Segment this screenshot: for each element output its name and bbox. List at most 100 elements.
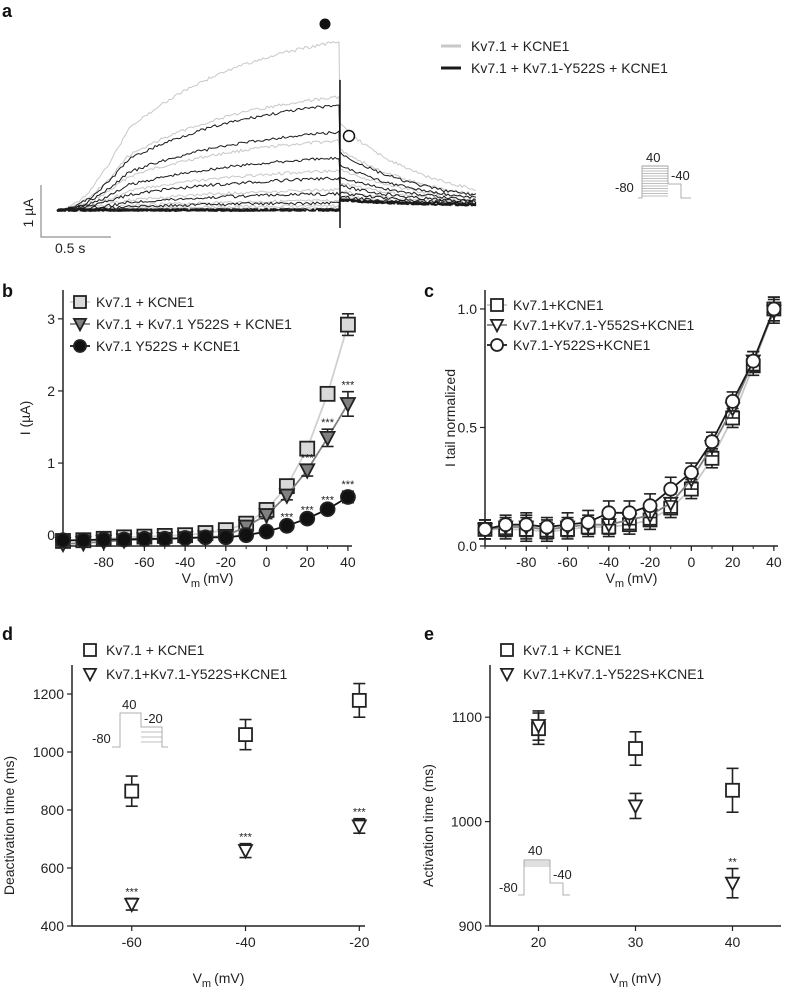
significance-label: *** xyxy=(353,807,367,819)
x-tick-label: 40 xyxy=(725,934,741,950)
significance-label: ** xyxy=(728,857,737,869)
y-tick-label: 600 xyxy=(41,860,65,876)
data-point xyxy=(319,385,336,402)
x-tick-label: 20 xyxy=(299,554,315,570)
x-tick-label: 40 xyxy=(766,554,782,570)
data-point xyxy=(298,463,316,480)
panel-c: c -80 -60 -40 -20 0 20 40 0.0 0.5 1.0 I tail normal… xyxy=(424,281,782,590)
data-point xyxy=(683,465,699,480)
data-point xyxy=(136,530,153,547)
significance-label: *** xyxy=(125,886,139,898)
x-tick-label: -20 xyxy=(349,934,369,950)
data-point xyxy=(351,692,367,708)
significance-label: *** xyxy=(280,512,294,524)
legend-label: Kv7.1+KCNE1 xyxy=(513,297,604,313)
legend-marker xyxy=(500,643,514,657)
x-label-symbol: V xyxy=(193,970,203,986)
significance-label: *** xyxy=(342,479,356,491)
data-point xyxy=(745,353,761,369)
y-tick-label: 1000 xyxy=(451,814,482,830)
protocol-label-top: 40 xyxy=(646,150,660,165)
x-tick-label: -20 xyxy=(216,554,236,570)
y-tick-label: 1200 xyxy=(33,686,64,702)
protocol-label-hold: -80 xyxy=(615,180,634,195)
trace-wt xyxy=(56,41,477,212)
x-label-unit: (mV) xyxy=(214,970,244,986)
y-tick-label: 800 xyxy=(41,802,65,818)
protocol-label-hold: -80 xyxy=(92,731,111,746)
data-point xyxy=(177,530,194,546)
data-point xyxy=(319,501,336,518)
data-point xyxy=(351,819,368,835)
protocol-label-tail: -20 xyxy=(144,711,163,726)
data-point xyxy=(724,876,741,892)
legend-label: Kv7.1 Y522S + KCNE1 xyxy=(96,338,240,354)
x-tick-label: -60 xyxy=(557,554,577,570)
panel-label-d: d xyxy=(2,624,13,644)
y-tick-label: 2 xyxy=(47,383,55,399)
x-label-subscript: m xyxy=(191,578,200,590)
significance-label: *** xyxy=(301,504,315,516)
y-tick-label: 0.0 xyxy=(458,538,478,554)
y-tick-label: 1 xyxy=(47,455,55,471)
data-point xyxy=(156,530,173,547)
x-label-symbol: V xyxy=(610,970,620,986)
legend-marker xyxy=(499,668,515,683)
data-point xyxy=(237,519,255,536)
data-point xyxy=(299,440,316,457)
data-point xyxy=(663,481,679,497)
panel-label-b: b xyxy=(2,281,13,301)
legend-marker xyxy=(73,295,87,309)
data-point xyxy=(766,301,782,317)
protocol-label-hold: -80 xyxy=(499,880,518,895)
significance-label: *** xyxy=(342,380,356,392)
x-tick-label: -80 xyxy=(94,554,114,570)
data-point xyxy=(124,783,140,799)
y-tick-label: 0 xyxy=(47,527,55,543)
x-label-unit: (mV) xyxy=(627,570,657,586)
trace-wt xyxy=(56,169,477,212)
trace-mutant xyxy=(56,195,477,212)
data-point xyxy=(642,498,658,514)
x-tick-label: -40 xyxy=(235,934,255,950)
legend-marker xyxy=(489,318,505,334)
data-point xyxy=(340,316,356,333)
x-label-subscript: m xyxy=(202,978,211,988)
y-axis-label: Activation time (ms) xyxy=(420,764,436,887)
x-tick-label: 20 xyxy=(531,934,547,950)
data-point xyxy=(601,505,617,521)
x-label-subscript: m xyxy=(619,978,628,988)
x-label-symbol: V xyxy=(606,570,616,586)
data-point xyxy=(116,531,132,548)
scale-bar-x-label: 0.5 s xyxy=(55,240,85,256)
data-point xyxy=(197,529,214,546)
y-tick-label: 1100 xyxy=(452,709,482,725)
significance-label: *** xyxy=(321,494,335,506)
x-tick-label: 20 xyxy=(725,554,741,570)
data-point xyxy=(258,508,276,525)
y-axis-label: I tail normalized xyxy=(442,369,458,467)
data-point xyxy=(628,741,643,756)
y-tick-label: 1000 xyxy=(33,744,64,760)
data-point xyxy=(278,488,296,505)
tail-marker-open-circle xyxy=(342,129,356,143)
legend-label: Kv7.1-Y522S+KCNE1 xyxy=(513,337,651,353)
legend-label: Kv7.1 + KCNE1 xyxy=(96,294,195,310)
y-tick-label: 900 xyxy=(459,918,483,934)
trace-mutant xyxy=(56,198,476,213)
legend-marker xyxy=(73,339,87,353)
panel-label-a: a xyxy=(2,1,13,21)
scale-bar-y-label: 1 µA xyxy=(20,198,36,228)
x-tick-label: -20 xyxy=(640,554,660,570)
trace-mutant xyxy=(56,129,477,212)
data-point xyxy=(55,532,71,549)
x-tick-label: 30 xyxy=(628,934,644,950)
x-tick-label: 0 xyxy=(263,554,271,570)
panel-b: b -80 -60 -40 -20 0 20 40 0 1 2 3 I (µA) Vm (mV) Kv7.1 … xyxy=(2,281,357,590)
protocol-outline xyxy=(638,165,691,199)
significance-label: *** xyxy=(301,453,315,465)
series-1: ** xyxy=(530,710,741,899)
legend-marker xyxy=(83,643,97,657)
data-point xyxy=(518,517,534,533)
x-label-symbol: V xyxy=(182,570,192,586)
